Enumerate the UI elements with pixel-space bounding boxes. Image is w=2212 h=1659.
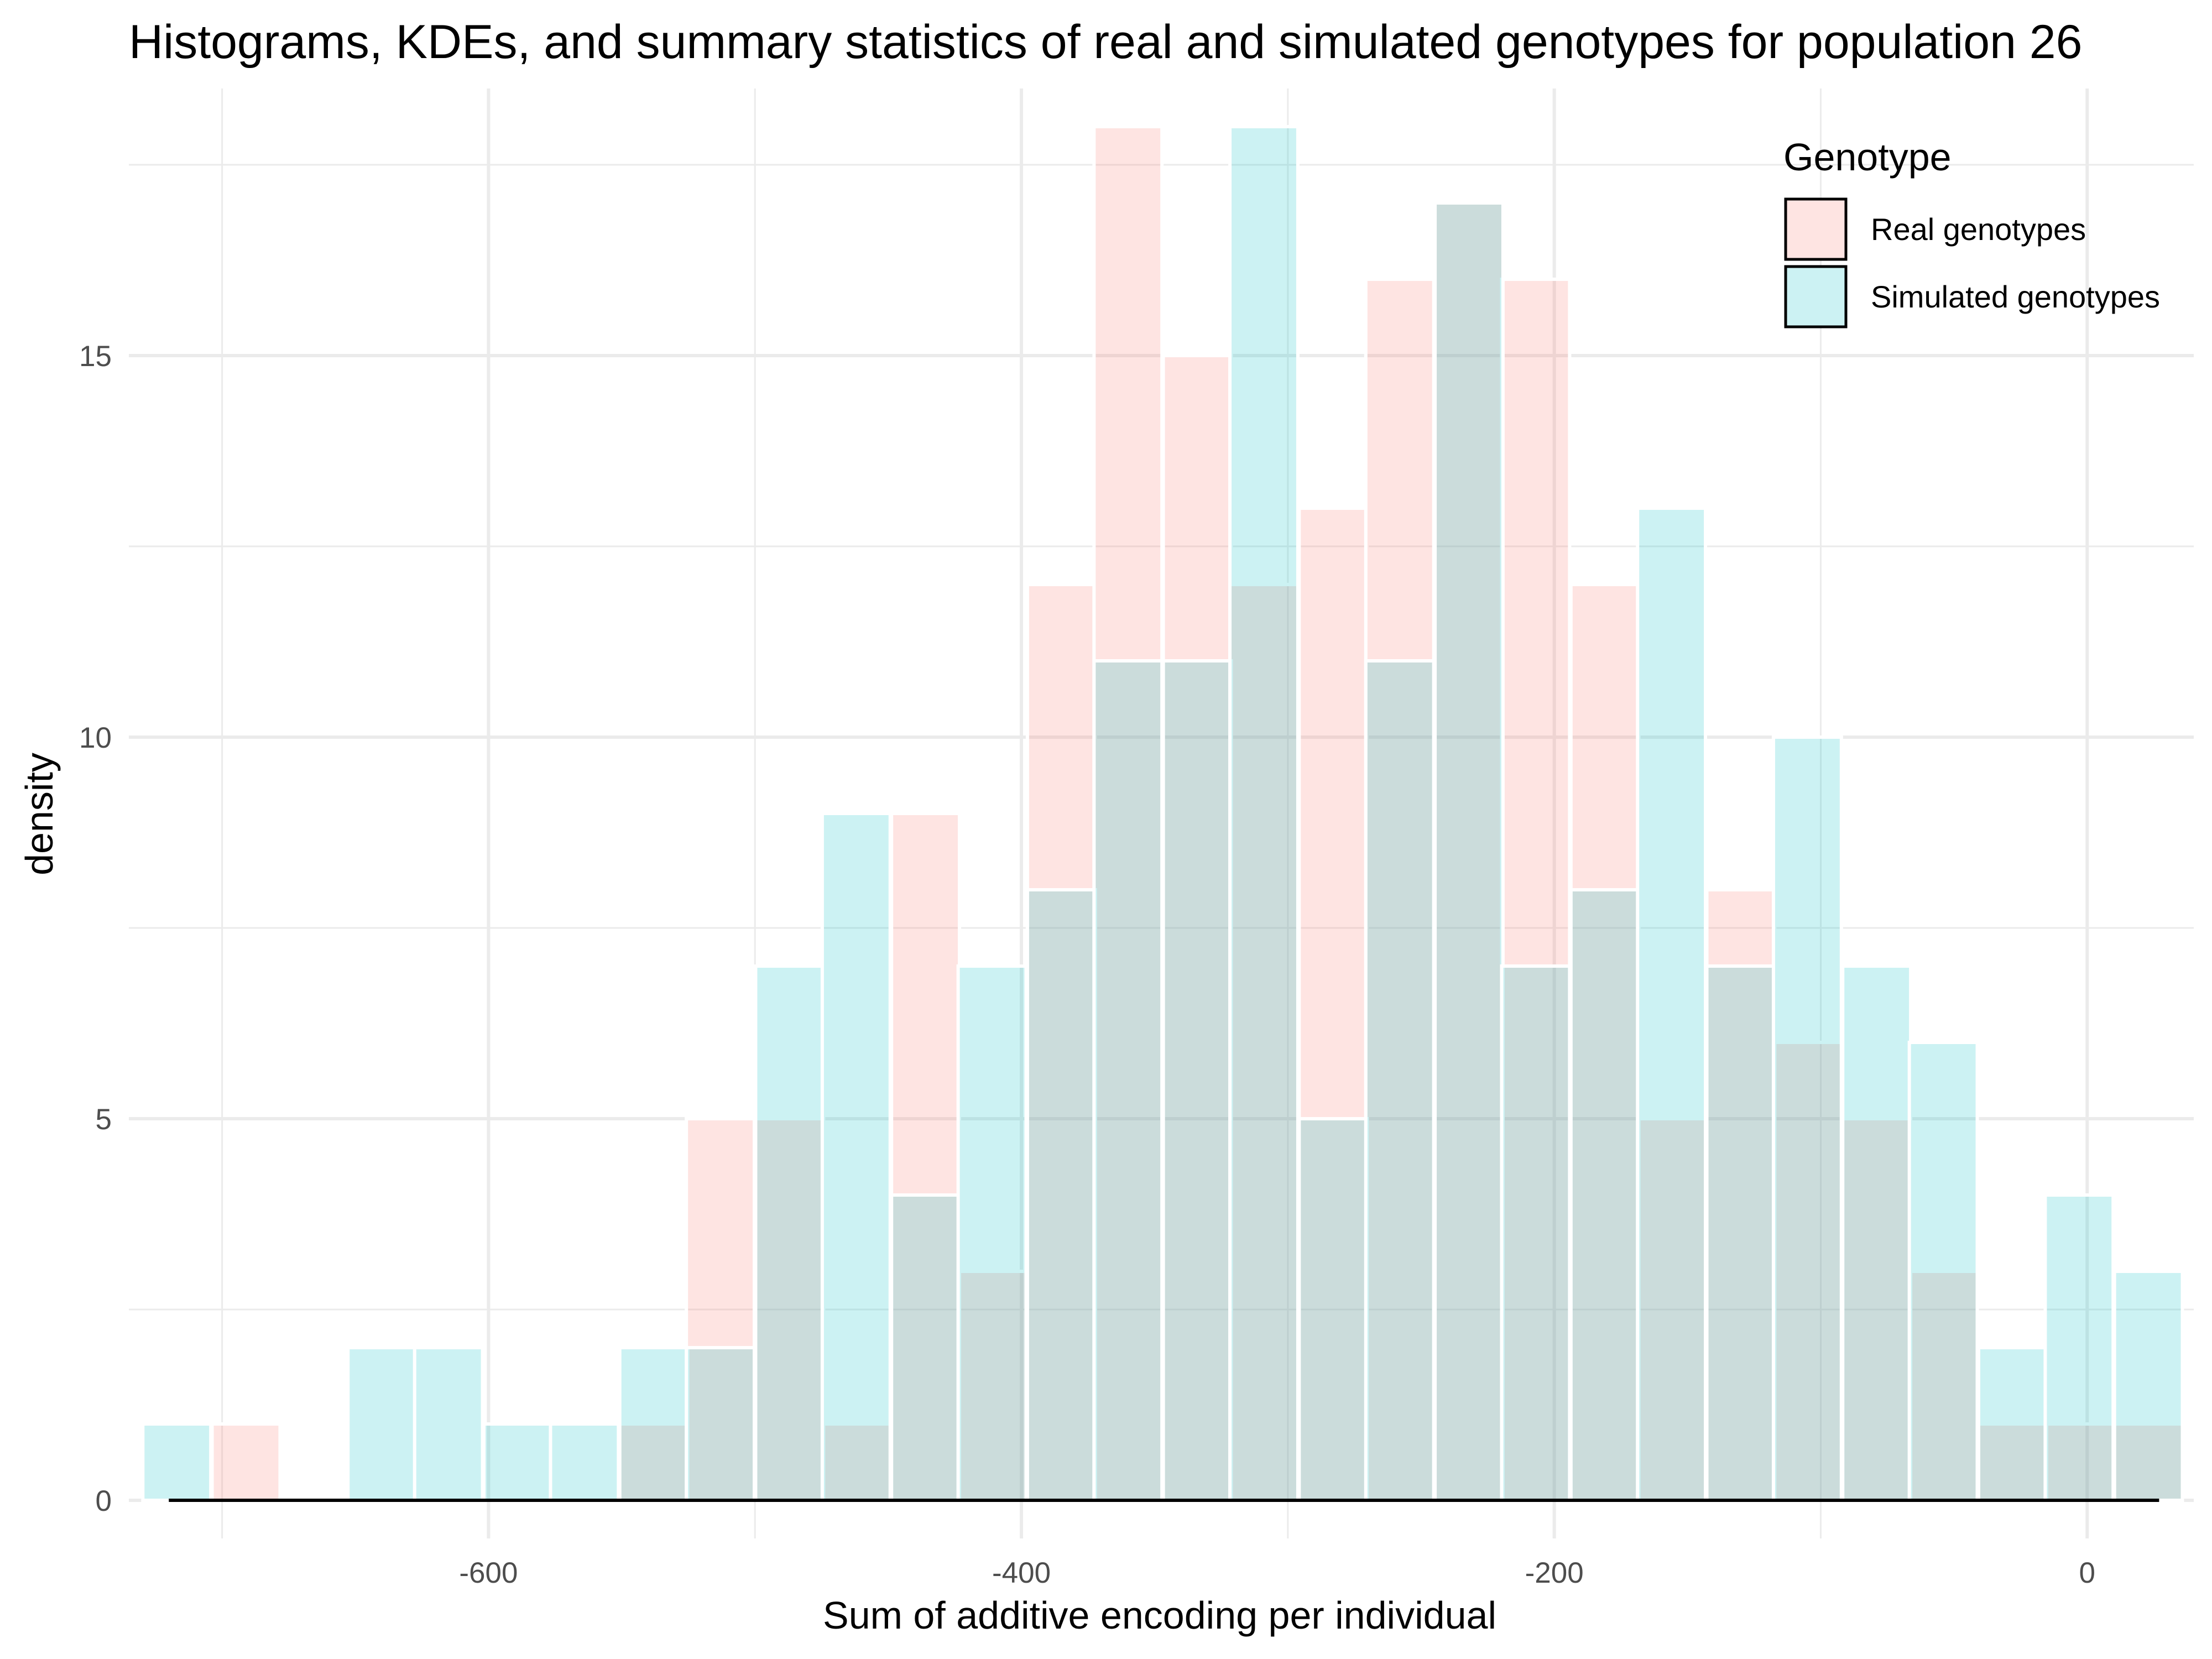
bar	[820, 812, 892, 1502]
bar	[1705, 964, 1777, 1502]
bar	[1976, 1422, 2048, 1502]
legend: Genotype Real genotypes Simulated genotyp…	[1783, 135, 2160, 328]
bar	[1025, 888, 1097, 1502]
x-tick-label: -400	[992, 1557, 1051, 1589]
legend-key-background	[1786, 199, 1846, 259]
bar	[413, 1346, 484, 1502]
series-simulated	[141, 125, 2184, 1502]
bar	[1092, 125, 1164, 1502]
x-axis-ticks: -600 -400 -200 0	[459, 1557, 2095, 1589]
legend-key-real	[1784, 197, 1848, 261]
bar	[1907, 1270, 1979, 1502]
chart-title: Histograms, KDEs, and summary statistics…	[129, 15, 2082, 69]
bar	[618, 1346, 690, 1502]
x-axis-title: Sum of additive encoding per individual	[823, 1594, 1496, 1637]
bar	[141, 1422, 213, 1502]
bar	[1771, 735, 1843, 1502]
bar	[549, 1422, 620, 1502]
y-axis-ticks: 0 5 10 15	[79, 340, 112, 1517]
histogram-bars	[141, 125, 2184, 1502]
bar	[1500, 964, 1572, 1502]
bar	[346, 1346, 418, 1502]
bar	[1976, 1346, 2048, 1502]
x-tick-label: -200	[1525, 1557, 1584, 1589]
bar	[1500, 278, 1572, 1502]
legend-key-background	[1786, 267, 1846, 327]
y-axis-title: density	[18, 753, 61, 875]
bar	[1841, 964, 1913, 1502]
bar	[1841, 1117, 1913, 1502]
bar	[1705, 888, 1777, 1502]
legend-label: Real genotypes	[1871, 212, 2086, 247]
bar	[890, 1193, 962, 1502]
bar	[1433, 201, 1505, 1502]
y-tick-label: 15	[79, 340, 112, 373]
bar	[482, 1422, 554, 1502]
bar	[1364, 659, 1436, 1502]
bar	[1433, 201, 1505, 1502]
y-tick-label: 10	[79, 722, 112, 754]
x-tick-label: -600	[459, 1557, 518, 1589]
legend-key-simulated	[1784, 265, 1848, 328]
bar	[685, 1346, 757, 1502]
bar	[2112, 1270, 2184, 1502]
bar	[1228, 125, 1300, 1502]
bar	[1092, 659, 1164, 1502]
bar	[1228, 583, 1300, 1502]
bar	[2043, 1422, 2115, 1502]
bar	[210, 1422, 282, 1502]
bar	[1297, 1117, 1369, 1502]
bar	[956, 964, 1028, 1502]
x-tick-label: 0	[2079, 1557, 2095, 1589]
bar	[1297, 507, 1369, 1502]
bar	[754, 964, 826, 1502]
legend-title: Genotype	[1783, 135, 1952, 179]
series-real	[210, 125, 2184, 1502]
bar	[2043, 1193, 2115, 1502]
legend-label: Simulated genotypes	[1871, 279, 2160, 314]
bar	[1161, 659, 1233, 1502]
bar	[1569, 888, 1641, 1502]
bar	[1636, 507, 1708, 1502]
y-tick-label: 0	[96, 1485, 112, 1517]
bar	[1907, 1041, 1979, 1502]
y-tick-label: 5	[96, 1103, 112, 1136]
